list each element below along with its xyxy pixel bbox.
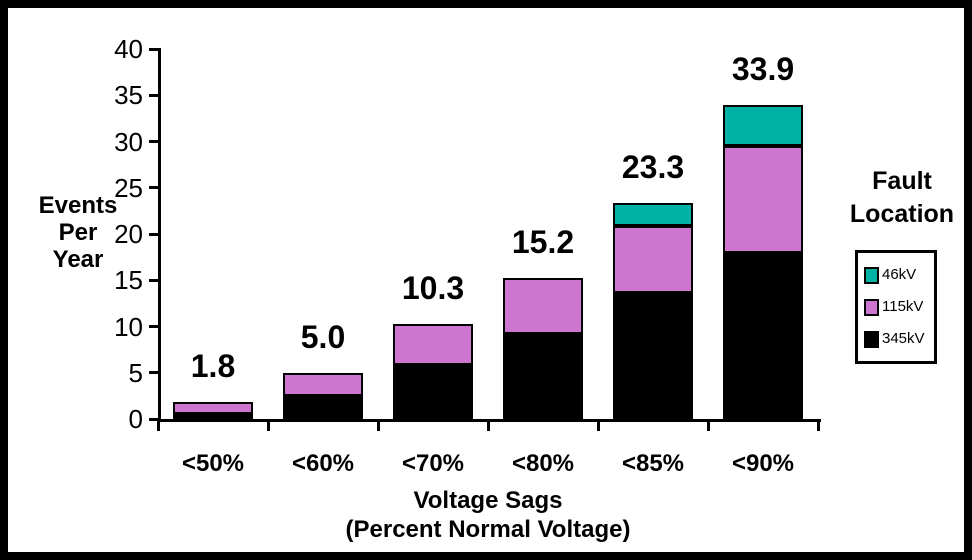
bar-segment-115kv	[393, 323, 473, 366]
x-axis-title-line: (Percent Normal Voltage)	[345, 516, 631, 543]
bar-total-label: 23.3	[621, 149, 685, 186]
y-tick-label: 25	[114, 172, 143, 203]
x-tick-mark	[487, 419, 490, 431]
y-tick-label: 40	[114, 34, 143, 64]
legend-title-line: Location	[849, 200, 955, 228]
y-tick-label: 15	[114, 265, 143, 296]
legend-swatch-icon	[864, 266, 879, 284]
bar-segment-46kv	[723, 105, 803, 147]
legend-entry-label: 345kV	[882, 330, 925, 347]
y-tick-label: 5	[128, 357, 143, 388]
x-tick-mark	[157, 419, 160, 431]
bar-segment-115kv	[173, 402, 253, 415]
legend-swatch-icon	[864, 298, 879, 316]
y-axis-label-line: Per	[58, 219, 98, 246]
bar-segment-345kv	[503, 333, 583, 419]
y-tick-label: 35	[114, 80, 143, 111]
y-tick-mark	[149, 93, 161, 97]
bar-segment-46kv	[613, 203, 693, 226]
bar-total-label: 15.2	[511, 224, 575, 261]
bar-total-label: 33.9	[731, 51, 795, 88]
y-tick-mark	[149, 278, 161, 282]
legend-title: Fault Location	[840, 165, 964, 231]
bar-segment-345kv	[613, 293, 693, 419]
x-tick-mark	[817, 419, 820, 431]
legend-entry-label: 115kV	[882, 298, 924, 315]
y-tick-mark	[149, 47, 161, 51]
x-tick-label: <60%	[291, 450, 355, 477]
y-tick-mark	[149, 417, 161, 421]
y-tick-label: 20	[114, 219, 143, 249]
x-tick-mark	[377, 419, 380, 431]
y-tick-label: 10	[114, 311, 143, 342]
bar-segment-115kv	[283, 372, 363, 396]
bar-segment-115kv	[723, 146, 803, 254]
y-tick-mark	[149, 186, 161, 190]
y-axis-label: Events Per Year	[18, 192, 138, 273]
bar-total-label: 10.3	[401, 269, 465, 306]
legend-entry-label: 46kV	[882, 266, 917, 283]
y-tick-mark	[149, 325, 161, 328]
x-tick-label: <70%	[401, 450, 465, 477]
x-tick-mark	[707, 419, 710, 431]
bar-total-label: 1.8	[190, 348, 236, 385]
x-tick-label: <85%	[621, 450, 685, 477]
y-tick-mark	[149, 232, 161, 236]
bar-segment-345kv	[723, 253, 803, 419]
legend-entry-115kv: 115kV	[864, 298, 928, 316]
legend-entry-345kv: 345kV	[864, 330, 928, 348]
x-tick-mark	[597, 419, 600, 431]
y-tick-mark	[149, 140, 161, 143]
bar-total-label: 5.0	[300, 318, 346, 355]
y-tick-mark	[149, 371, 161, 375]
y-axis-label-line: Year	[52, 246, 104, 273]
bar-segment-345kv	[283, 395, 363, 419]
x-tick-label: <50%	[181, 450, 245, 477]
x-tick-mark	[267, 419, 270, 431]
bar-segment-345kv	[173, 414, 253, 419]
y-axis-label-line: Events	[38, 192, 118, 219]
bar-segment-115kv	[613, 225, 693, 294]
legend-swatch-icon	[864, 330, 879, 348]
x-axis-title-line: Voltage Sags	[413, 487, 563, 514]
x-tick-label: <90%	[731, 450, 795, 477]
legend-entry-46kv: 46kV	[864, 266, 928, 284]
y-tick-label: 0	[128, 404, 143, 434]
legend-box: 46kV 115kV 345kV	[855, 250, 937, 364]
x-tick-label: <80%	[511, 450, 575, 477]
x-axis-title: Voltage Sags (Percent Normal Voltage)	[238, 486, 738, 544]
y-tick-label: 30	[114, 126, 143, 157]
bar-segment-345kv	[393, 365, 473, 419]
bar-segment-115kv	[503, 278, 583, 334]
legend-title-line: Fault	[872, 167, 932, 195]
